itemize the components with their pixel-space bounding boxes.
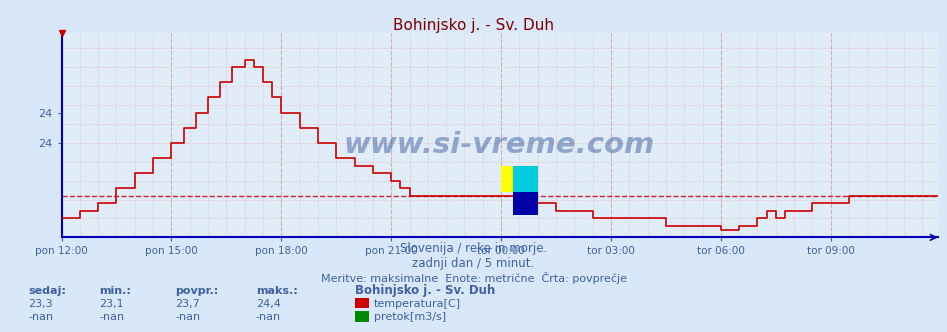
Text: www.si-vreme.com: www.si-vreme.com — [344, 131, 655, 159]
Text: povpr.:: povpr.: — [175, 286, 219, 296]
Bar — [513, 166, 538, 192]
Text: -nan: -nan — [175, 312, 201, 322]
Text: zadnji dan / 5 minut.: zadnji dan / 5 minut. — [412, 257, 535, 270]
Text: Bohinjsko j. - Sv. Duh: Bohinjsko j. - Sv. Duh — [355, 284, 495, 297]
Bar — [513, 192, 538, 215]
Text: sedaj:: sedaj: — [28, 286, 66, 296]
Bar — [501, 166, 526, 192]
Text: temperatura[C]: temperatura[C] — [374, 299, 461, 309]
Text: pretok[m3/s]: pretok[m3/s] — [374, 312, 446, 322]
Text: 23,1: 23,1 — [99, 299, 124, 309]
Text: maks.:: maks.: — [256, 286, 297, 296]
Text: 23,7: 23,7 — [175, 299, 200, 309]
Text: 24,4: 24,4 — [256, 299, 280, 309]
Text: 23,3: 23,3 — [28, 299, 53, 309]
Text: -nan: -nan — [256, 312, 281, 322]
Text: min.:: min.: — [99, 286, 132, 296]
Text: Slovenija / reke in morje.: Slovenija / reke in morje. — [400, 242, 547, 255]
Text: Meritve: maksimalne  Enote: metrične  Črta: povprečje: Meritve: maksimalne Enote: metrične Črta… — [320, 272, 627, 284]
Text: -nan: -nan — [28, 312, 54, 322]
Text: Bohinjsko j. - Sv. Duh: Bohinjsko j. - Sv. Duh — [393, 18, 554, 33]
Text: -nan: -nan — [99, 312, 125, 322]
